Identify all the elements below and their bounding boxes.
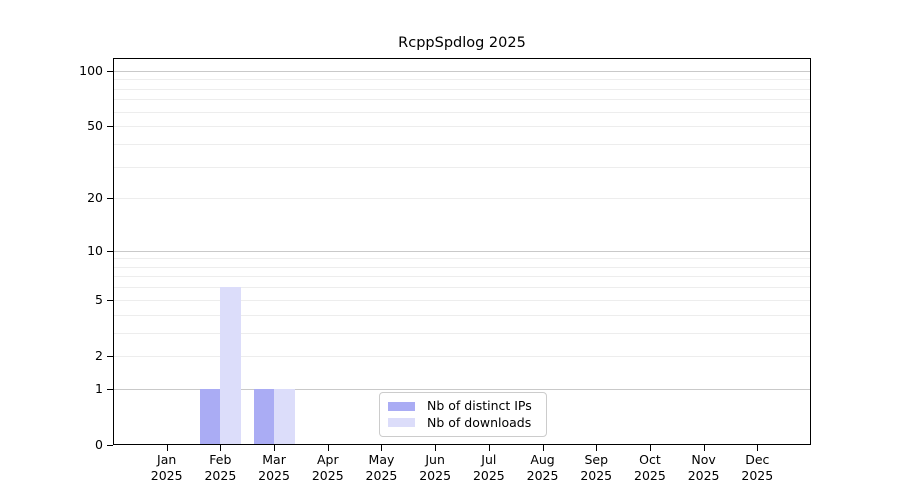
x-tick-month: Jan <box>157 452 177 467</box>
x-tick-label: Mar 2025 <box>244 452 304 484</box>
x-tick-mark <box>274 445 276 451</box>
y-tick-label: 10 <box>87 242 103 258</box>
minor-gridline <box>114 198 810 200</box>
legend-label-downloads: Nb of downloads <box>427 414 532 430</box>
minor-gridline <box>114 99 810 101</box>
bar-feb-s0 <box>199 388 221 445</box>
legend-swatch-downloads <box>388 418 415 428</box>
x-tick-year: 2025 <box>150 468 183 483</box>
x-tick-label: Feb 2025 <box>190 452 250 484</box>
y-tick-label: 100 <box>79 62 103 78</box>
x-tick-label: Jul 2025 <box>459 452 519 484</box>
x-tick-month: Feb <box>209 452 232 467</box>
y-tick-mark <box>107 126 113 128</box>
x-tick-label: Dec 2025 <box>727 452 787 484</box>
minor-gridline <box>114 88 810 90</box>
legend-label-distinct-ips: Nb of distinct IPs <box>427 398 532 413</box>
x-tick-year: 2025 <box>580 468 613 483</box>
y-tick-mark <box>107 445 113 446</box>
x-tick-label: Apr 2025 <box>298 452 358 484</box>
y-tick-mark <box>107 70 113 72</box>
y-tick-label: 0 <box>95 436 103 452</box>
x-tick-month: Oct <box>639 452 661 467</box>
x-tick-label: Jun 2025 <box>405 452 465 484</box>
x-tick-year: 2025 <box>419 468 452 483</box>
x-tick-year: 2025 <box>365 468 398 483</box>
x-tick-label: Oct 2025 <box>620 452 680 484</box>
legend: Nb of distinct IPs Nb of downloads <box>379 392 547 437</box>
x-tick-label: Aug 2025 <box>513 452 573 484</box>
x-tick-year: 2025 <box>741 468 774 483</box>
bar-mar-s0 <box>253 388 275 445</box>
legend-item-distinct-ips: Nb of distinct IPs <box>380 398 546 413</box>
y-tick-label: 5 <box>95 291 103 307</box>
x-tick-mark <box>488 445 490 451</box>
x-tick-mark <box>596 445 598 451</box>
y-tick-mark <box>107 355 113 357</box>
y-tick-label: 1 <box>95 380 103 396</box>
x-tick-month: Apr <box>316 452 339 467</box>
x-tick-month: May <box>368 452 395 467</box>
major-gridline <box>114 388 810 390</box>
minor-gridline <box>114 332 810 334</box>
minor-gridline <box>114 276 810 278</box>
x-tick-year: 2025 <box>526 468 559 483</box>
x-tick-label: Jan 2025 <box>137 452 197 484</box>
minor-gridline <box>114 143 810 145</box>
minor-gridline <box>114 314 810 316</box>
bar-feb-s1 <box>220 287 241 445</box>
x-tick-mark <box>220 445 222 451</box>
minor-gridline <box>114 287 810 289</box>
minor-gridline <box>114 126 810 128</box>
x-tick-month: Aug <box>530 452 555 467</box>
x-tick-year: 2025 <box>472 468 505 483</box>
y-tick-label: 20 <box>87 189 103 205</box>
x-tick-month: Sep <box>584 452 608 467</box>
bar-mar-s1 <box>274 388 295 445</box>
x-tick-year: 2025 <box>311 468 344 483</box>
x-tick-mark <box>649 445 651 451</box>
x-tick-mark <box>757 445 759 451</box>
chart-title: RcppSpdlog 2025 <box>398 35 526 51</box>
x-tick-mark <box>703 445 705 451</box>
x-tick-month: Nov <box>691 452 716 467</box>
major-gridline <box>114 250 810 252</box>
minor-gridline <box>114 266 810 268</box>
x-tick-month: Jul <box>481 452 497 467</box>
minor-gridline <box>114 79 810 81</box>
y-tick-mark <box>107 388 113 390</box>
y-tick-mark <box>107 250 113 252</box>
x-tick-mark <box>327 445 329 451</box>
minor-gridline <box>114 299 810 301</box>
x-tick-year: 2025 <box>687 468 720 483</box>
y-tick-mark <box>107 198 113 200</box>
y-tick-label: 50 <box>87 118 103 134</box>
x-tick-month: Mar <box>262 452 286 467</box>
x-tick-year: 2025 <box>258 468 290 483</box>
minor-gridline <box>114 355 810 357</box>
x-tick-mark <box>435 445 437 451</box>
x-tick-month: Dec <box>745 452 770 467</box>
legend-item-downloads: Nb of downloads <box>380 414 546 430</box>
x-tick-label: May 2025 <box>351 452 411 484</box>
legend-swatch-distinct-ips <box>388 401 415 411</box>
y-tick-label: 2 <box>95 347 103 363</box>
y-tick-mark <box>107 299 113 301</box>
x-tick-year: 2025 <box>204 468 237 483</box>
x-tick-label: Sep 2025 <box>566 452 626 484</box>
x-tick-year: 2025 <box>634 468 666 483</box>
x-tick-label: Nov 2025 <box>674 452 734 484</box>
x-tick-mark <box>166 445 168 451</box>
minor-gridline <box>114 111 810 113</box>
major-gridline <box>114 70 810 72</box>
x-tick-mark <box>542 445 544 451</box>
x-tick-mark <box>381 445 383 451</box>
minor-gridline <box>114 258 810 260</box>
minor-gridline <box>114 166 810 168</box>
x-tick-month: Jun <box>425 452 445 467</box>
